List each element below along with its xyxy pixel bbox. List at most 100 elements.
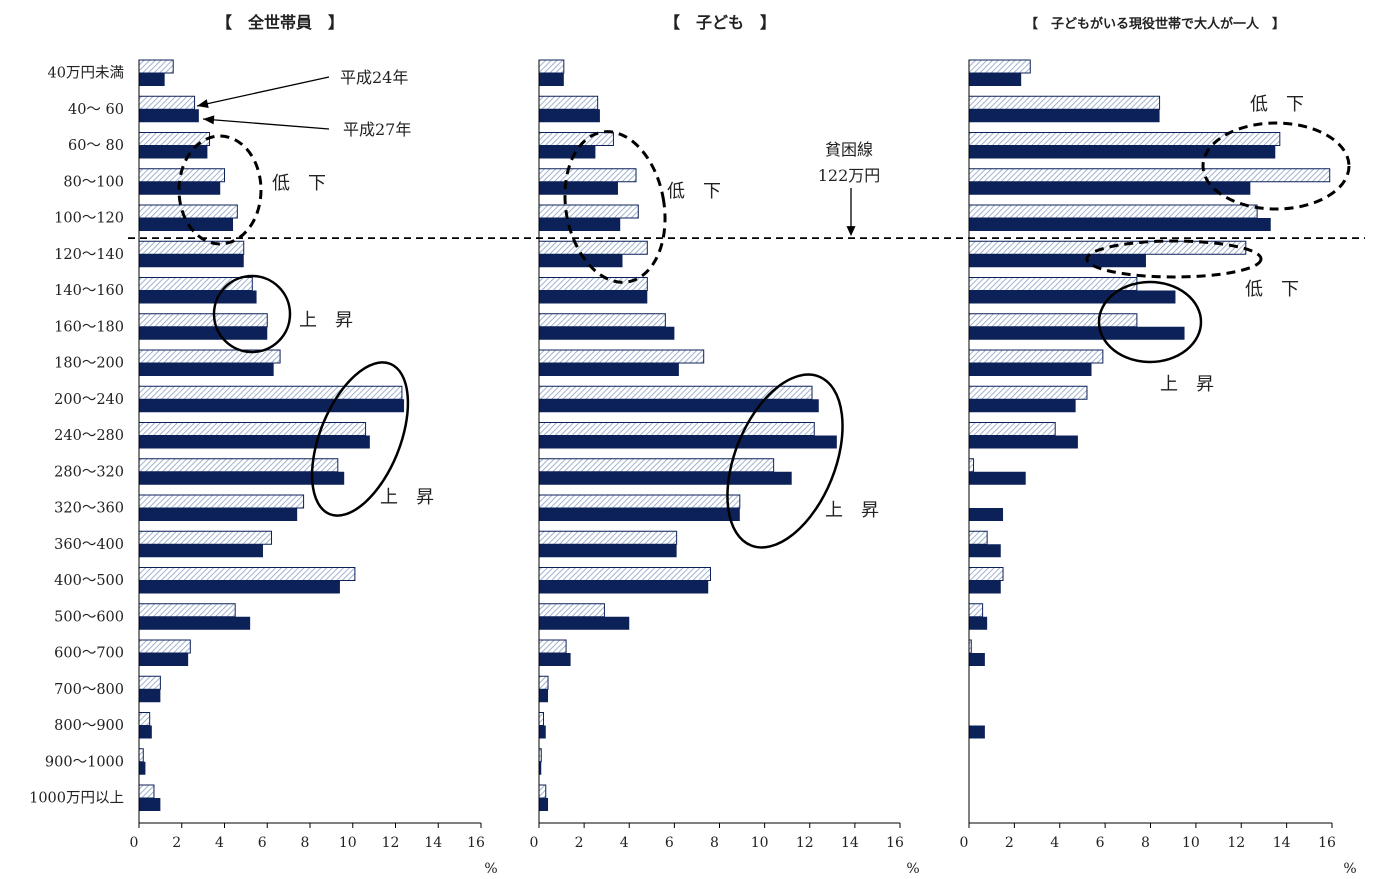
x-tick-label: 16	[1318, 835, 1336, 851]
bar-h27	[139, 761, 146, 775]
bar-h24	[538, 422, 815, 436]
x-tick-label: 12	[1227, 835, 1245, 851]
x-unit-label: %	[1343, 861, 1356, 877]
bar-h24	[538, 204, 639, 219]
bar-h27	[539, 181, 618, 195]
bar-h27	[539, 326, 675, 340]
category-label: 900～1000	[45, 754, 124, 770]
bar-h27	[969, 508, 1004, 521]
bar-h27	[139, 399, 405, 413]
bar-h24	[968, 59, 1031, 74]
decline-ellipse	[177, 134, 263, 246]
bar-h27	[139, 145, 208, 159]
bar-h24	[538, 712, 545, 726]
bar-h27	[139, 254, 244, 268]
x-tick-label: 8	[710, 835, 719, 851]
bar-h27	[139, 326, 268, 340]
x-tick-label: 8	[1141, 835, 1150, 851]
bar-h24	[138, 95, 196, 110]
rise-ellipse	[1097, 280, 1203, 364]
bar-h27	[139, 471, 345, 485]
x-unit-label: %	[906, 861, 919, 877]
bar-h27	[139, 798, 161, 811]
bar-h27	[539, 544, 677, 558]
category-label: 160～180	[54, 319, 124, 335]
bar-h27	[539, 399, 819, 413]
bar-h27	[539, 471, 792, 485]
bar-h27	[139, 218, 234, 231]
bar-h27	[539, 725, 546, 739]
x-tick-label: 10	[1182, 835, 1200, 851]
category-label: 280～320	[54, 464, 124, 480]
decline-ellipse	[1085, 239, 1263, 279]
category-label: 500～600	[54, 609, 124, 625]
legend-h27-label: 平成27年	[343, 120, 411, 139]
x-tick-label: 10	[751, 835, 769, 851]
bar-h24	[138, 748, 144, 763]
bar-h24	[138, 784, 155, 799]
bar-h24	[538, 132, 614, 146]
bar-h24	[138, 494, 305, 509]
bar-h24	[138, 567, 356, 581]
annotation-label: 低 下	[1245, 279, 1299, 300]
bar-h27	[539, 761, 542, 775]
bar-h27	[539, 653, 571, 666]
category-label: 120～140	[54, 247, 124, 263]
x-tick-label: 10	[339, 835, 357, 851]
axes-layer: 40万円未満 40～ 60 60～ 80 80～100 100～120 120～140 14…	[29, 13, 1357, 877]
x-tick-label: 6	[258, 835, 267, 851]
category-label: 180～200	[54, 356, 124, 372]
category-label: 400～500	[54, 573, 124, 589]
rise-ellipse	[310, 361, 410, 517]
category-label: 320～360	[54, 501, 124, 517]
legend-h24-arrow-head	[197, 99, 209, 109]
x-tick-label: 14	[424, 835, 442, 851]
bar-h27	[969, 290, 1176, 304]
bar-h27	[139, 616, 251, 630]
bar-h27	[969, 399, 1076, 413]
bar-h24	[968, 349, 1104, 364]
bar-h27	[139, 725, 152, 739]
bar-h27	[139, 73, 165, 86]
panel-title: 【 全世帯員 】	[216, 13, 344, 32]
bar-h24	[138, 712, 151, 726]
x-tick-label: 6	[1096, 835, 1105, 851]
bar-h24	[968, 530, 988, 545]
bar-h24	[538, 458, 775, 473]
bar-h27	[539, 616, 630, 630]
bar-h24	[968, 603, 984, 618]
decline-ellipse	[563, 130, 667, 284]
x-tick-label: 0	[130, 835, 139, 851]
bar-h27	[139, 435, 370, 449]
bar-h27	[539, 435, 837, 449]
bar-h27	[539, 508, 740, 521]
x-tick-label: 2	[575, 835, 584, 851]
category-label: 1000万円以上	[29, 790, 124, 807]
bar-h24	[538, 603, 605, 618]
category-label: 80～100	[63, 174, 124, 190]
category-label: 700～800	[54, 682, 124, 698]
x-unit-label: %	[484, 861, 497, 877]
bar-h24	[138, 422, 367, 436]
bar-h27	[969, 218, 1271, 231]
x-tick-label: 6	[665, 835, 674, 851]
legend-h24-arrow-line	[196, 76, 330, 107]
category-label: 360～400	[54, 537, 124, 553]
bar-h27	[539, 73, 564, 86]
bar-h27	[969, 435, 1078, 449]
bar-h27	[139, 363, 274, 376]
bar-h27	[539, 254, 623, 268]
bar-h27	[139, 689, 161, 703]
legend-h27-arrow-line	[202, 118, 330, 130]
bar-h27	[969, 145, 1276, 159]
bar-h27	[539, 798, 549, 811]
bar-h27	[139, 544, 263, 558]
bar-h24	[138, 458, 339, 473]
x-tick-label: 16	[886, 835, 904, 851]
bar-h27	[139, 653, 189, 666]
category-label: 800～900	[54, 718, 124, 734]
category-label: 140～160	[54, 283, 124, 299]
bar-h24	[538, 530, 678, 545]
